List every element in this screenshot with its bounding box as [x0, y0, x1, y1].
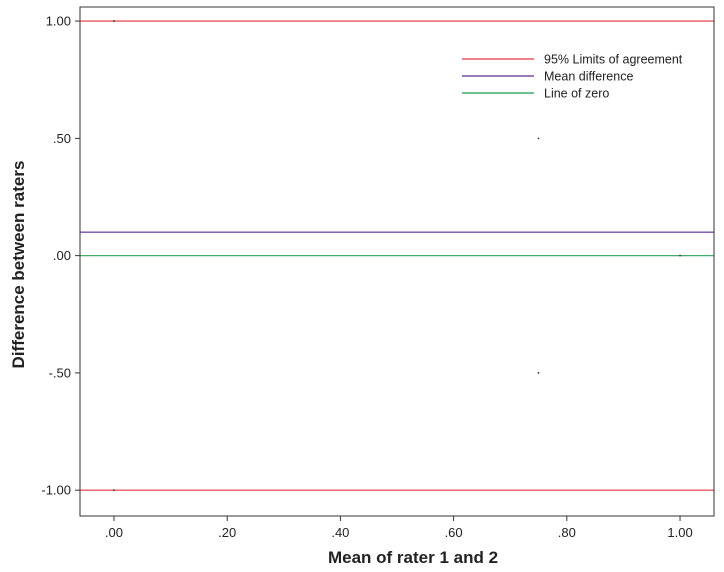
y-tick-label: 1.00 [46, 14, 71, 29]
x-tick-label: .80 [558, 525, 576, 540]
y-tick-label: .00 [53, 248, 71, 263]
legend: 95% Limits of agreement Mean difference Li… [462, 53, 683, 101]
y-axis-title: Difference between raters [9, 161, 28, 369]
data-point [537, 137, 540, 140]
legend-label: 95% Limits of agreement [544, 53, 683, 67]
plot-area-frame [79, 6, 715, 517]
data-point [679, 254, 681, 257]
x-tick-label: .60 [445, 525, 463, 540]
y-tick-label: .50 [53, 131, 71, 146]
x-tick-label: 1.00 [667, 525, 692, 540]
legend-label: Line of zero [544, 87, 609, 101]
axis-ticks: 1.00 .50 .00 -.50 -1.00 .00 .20 .40 .60 .80 1.00 [41, 14, 692, 540]
x-tick-label: .00 [105, 525, 123, 540]
data-point [113, 489, 115, 492]
y-tick-label: -1.00 [41, 483, 71, 498]
data-point [113, 20, 115, 22]
x-tick-label: .40 [331, 525, 349, 540]
data-points [113, 20, 681, 492]
x-axis-title: Mean of rater 1 and 2 [328, 548, 498, 567]
x-tick-label: .20 [218, 525, 236, 540]
data-point [537, 372, 540, 374]
legend-label: Mean difference [544, 70, 633, 84]
reference-lines [80, 20, 714, 491]
y-tick-label: -.50 [49, 365, 71, 380]
